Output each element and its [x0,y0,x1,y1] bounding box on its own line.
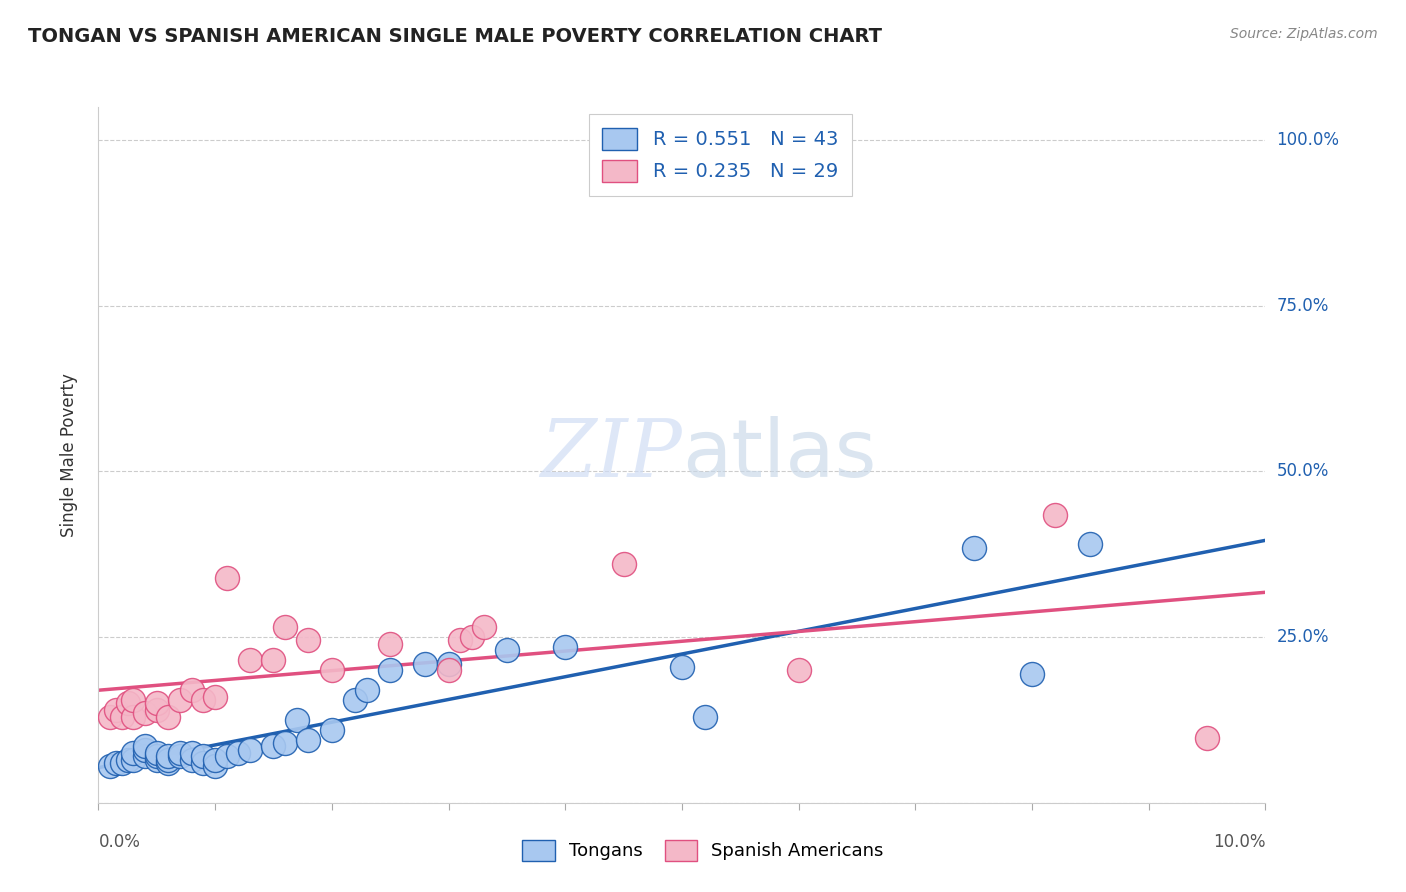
Point [1045,508,1067,522]
Point [204,753,226,767]
Text: 0.0%: 0.0% [98,833,141,851]
Point [1195,731,1218,745]
Point [204,759,226,773]
Point [111,709,134,723]
Point [413,657,436,671]
Point [215,570,238,584]
Point [612,558,634,572]
Point [117,697,139,711]
Point [98,759,121,773]
Point [1021,666,1043,681]
Point [472,620,495,634]
Point [297,633,319,648]
Point [496,643,519,657]
Point [169,693,191,707]
Point [262,739,284,754]
Point [180,683,202,698]
Point [104,703,127,717]
Point [98,709,121,723]
Point [321,663,343,677]
Point [380,637,402,651]
Point [239,743,262,757]
Point [193,756,215,770]
Point [695,709,717,723]
Point [962,541,984,555]
Point [356,683,378,698]
Y-axis label: Single Male Poverty: Single Male Poverty [59,373,77,537]
Point [169,749,191,764]
Point [297,732,319,747]
Point [344,693,367,707]
Point [122,746,145,760]
Point [146,697,169,711]
Point [180,753,202,767]
Point [146,753,169,767]
Point [134,749,156,764]
Legend: Tongans, Spanish Americans: Tongans, Spanish Americans [513,830,893,870]
Point [122,709,145,723]
Point [239,653,262,667]
Point [274,736,297,750]
Text: 25.0%: 25.0% [1277,628,1329,646]
Point [461,630,484,644]
Point [274,620,297,634]
Text: atlas: atlas [682,416,876,494]
Point [117,753,139,767]
Point [437,657,460,671]
Point [193,693,215,707]
Point [146,746,169,760]
Point [321,723,343,737]
Point [157,709,180,723]
Point [157,749,180,764]
Point [285,713,308,727]
Point [380,663,402,677]
Point [787,663,810,677]
Point [111,756,134,770]
Point [134,743,156,757]
Text: 50.0%: 50.0% [1277,462,1329,481]
Text: 100.0%: 100.0% [1277,131,1340,149]
Point [104,756,127,770]
Point [180,746,202,760]
Point [437,663,460,677]
Legend: R = 0.551   N = 43, R = 0.235   N = 29: R = 0.551 N = 43, R = 0.235 N = 29 [589,114,852,196]
Text: 75.0%: 75.0% [1277,297,1329,315]
Point [671,660,693,674]
Point [193,749,215,764]
Text: ZIP: ZIP [540,417,682,493]
Point [146,749,169,764]
Point [215,749,238,764]
Text: TONGAN VS SPANISH AMERICAN SINGLE MALE POVERTY CORRELATION CHART: TONGAN VS SPANISH AMERICAN SINGLE MALE P… [28,27,882,45]
Point [449,633,471,648]
Point [204,690,226,704]
Text: 10.0%: 10.0% [1213,833,1265,851]
Point [157,756,180,770]
Point [157,753,180,767]
Point [134,739,156,754]
Point [228,746,250,760]
Point [262,653,284,667]
Point [122,693,145,707]
Point [554,640,576,654]
Text: Source: ZipAtlas.com: Source: ZipAtlas.com [1230,27,1378,41]
Point [134,706,156,721]
Point [146,703,169,717]
Point [1080,537,1102,551]
Point [169,746,191,760]
Point [122,753,145,767]
